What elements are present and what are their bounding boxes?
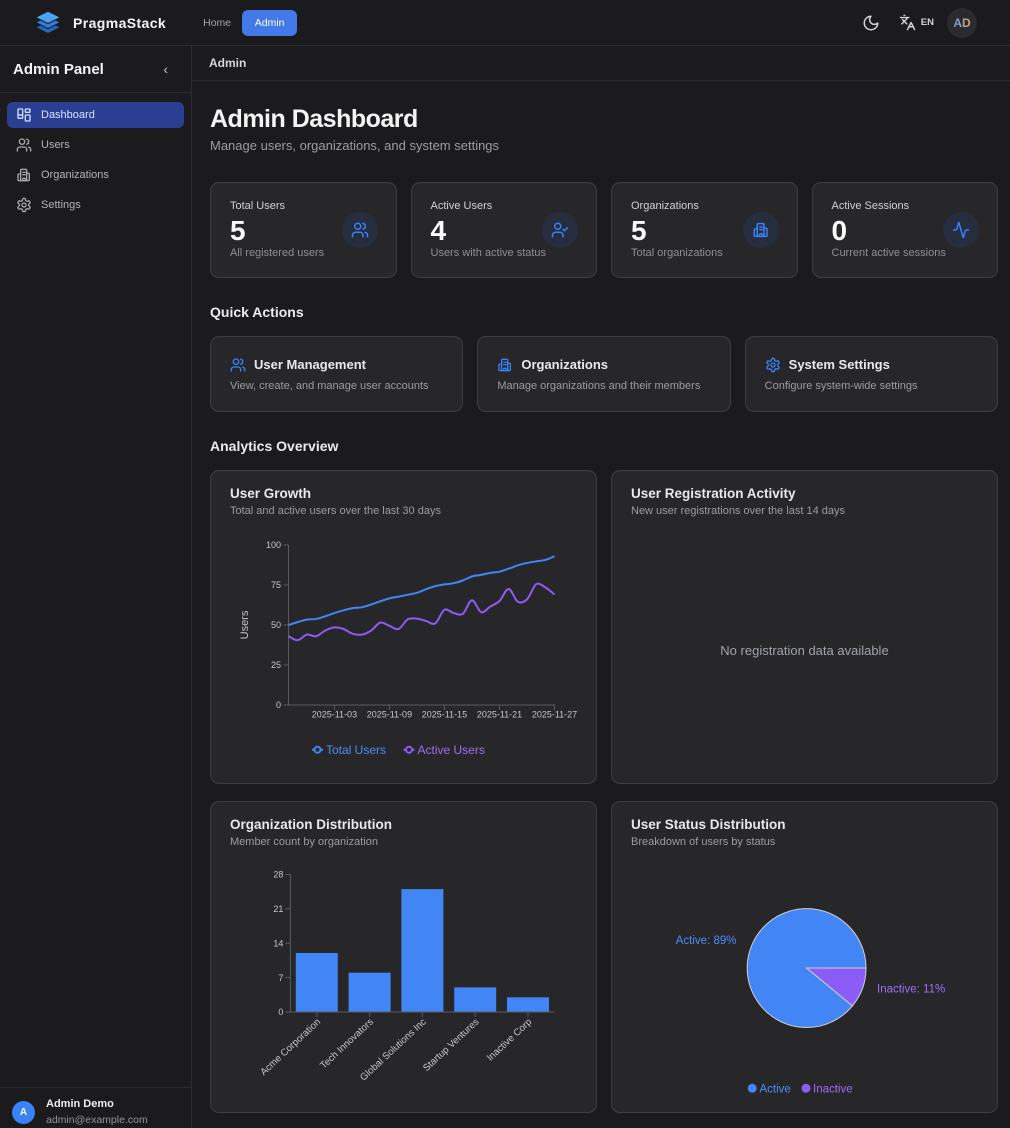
svg-text:28: 28 <box>273 870 283 880</box>
svg-text:Active: 89%: Active: 89% <box>676 935 737 947</box>
svg-text:2025-11-15: 2025-11-15 <box>422 710 467 720</box>
svg-text:2025-11-03: 2025-11-03 <box>312 710 357 720</box>
svg-text:2025-11-09: 2025-11-09 <box>367 710 412 720</box>
svg-text:75: 75 <box>271 580 281 590</box>
svg-text:100: 100 <box>266 540 281 550</box>
svg-text:Active: Active <box>760 1083 791 1095</box>
svg-text:Inactive: 11%: Inactive: 11% <box>877 984 945 996</box>
svg-text:Startup Ventures: Startup Ventures <box>421 1017 481 1074</box>
svg-text:Active Users: Active Users <box>418 743 485 757</box>
svg-text:21: 21 <box>273 904 283 914</box>
svg-text:Inactive Corp: Inactive Corp <box>485 1017 534 1064</box>
svg-text:Tech Innovators: Tech Innovators <box>318 1017 376 1072</box>
svg-text:50: 50 <box>271 620 281 630</box>
svg-text:0: 0 <box>278 1007 283 1017</box>
svg-text:14: 14 <box>273 938 283 948</box>
svg-text:0: 0 <box>276 700 281 710</box>
svg-text:2025-11-27: 2025-11-27 <box>532 710 577 720</box>
svg-text:2025-11-21: 2025-11-21 <box>477 710 522 720</box>
svg-text:Inactive: Inactive <box>813 1083 853 1095</box>
svg-text:7: 7 <box>278 973 283 983</box>
svg-text:25: 25 <box>271 660 281 670</box>
svg-text:Total Users: Total Users <box>326 743 386 757</box>
svg-text:Users: Users <box>239 610 251 639</box>
svg-text:Acme Corporation: Acme Corporation <box>258 1017 323 1078</box>
